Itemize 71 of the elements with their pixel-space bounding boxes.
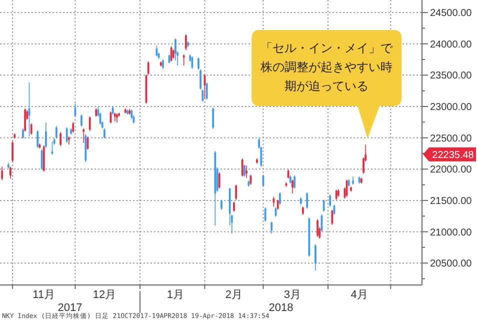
y-tick-label: 22000.00 (430, 164, 472, 176)
candlestick (172, 49, 174, 59)
candlestick (335, 189, 338, 200)
candlestick (162, 59, 164, 70)
candlestick (200, 69, 202, 90)
y-tick-label: 23000.00 (430, 102, 472, 113)
x-tick-label: 11月 (32, 289, 56, 301)
candlestick (202, 89, 204, 102)
candlestick (243, 164, 246, 178)
text: 2018 (268, 302, 294, 314)
candlestick (66, 126, 68, 144)
x-tick-label: 1月 (166, 289, 184, 301)
candlestick (198, 57, 200, 70)
candlestick (130, 109, 133, 120)
x-tick-label: 2月 (225, 289, 243, 301)
y-tick-label: 21500.00 (430, 196, 472, 207)
y-tick-label: 23500.00 (430, 70, 472, 82)
candlestick (182, 54, 185, 66)
candlestick (241, 158, 244, 178)
text: 2017 (58, 302, 82, 314)
candlestick (314, 244, 316, 271)
candlestick (1, 166, 4, 181)
candlestick (206, 82, 208, 100)
candlestick (22, 128, 24, 139)
candlestick (292, 179, 294, 194)
y-tick-label: 24000.00 (430, 39, 472, 50)
candlestick (80, 114, 82, 127)
candlestick (68, 136, 70, 145)
annotation: 「セル・イン・メイ」で株の調整が起きやすい時期が迫っている (260, 41, 394, 93)
candlestick (316, 218, 318, 238)
candlestick (264, 206, 266, 222)
candlestick (270, 221, 273, 234)
candlestick (235, 184, 238, 200)
candlestick (218, 172, 220, 189)
candlestick (45, 122, 47, 148)
candlestick (184, 34, 187, 51)
x-tick-label: 3月 (284, 289, 302, 301)
text: 22235.48 (432, 150, 474, 161)
x-tick-label: 12月 (92, 289, 116, 301)
y-tick-label: 24500.00 (430, 8, 472, 20)
y-tick-label: 22500.00 (430, 133, 472, 144)
candlestick (55, 126, 58, 139)
x-tick-label: 4月 (350, 289, 368, 301)
candlestick (246, 165, 248, 178)
candlestick (233, 201, 235, 212)
candlestick (12, 141, 14, 162)
candlestick (30, 122, 32, 136)
candlestick (116, 112, 118, 123)
candlestick (156, 45, 158, 57)
candlestick (104, 128, 106, 139)
candlestick (279, 192, 281, 206)
candlestick (82, 128, 85, 144)
candlestick (147, 60, 150, 75)
y-tick-label: 21000.00 (430, 227, 472, 238)
candlestick (10, 166, 12, 179)
candlestick (24, 108, 26, 132)
candlestick (276, 199, 279, 210)
candlestick (331, 209, 334, 226)
candlestick (60, 132, 62, 146)
candlestick (294, 174, 296, 189)
candlestick (329, 194, 332, 208)
candlestick (322, 199, 325, 212)
candlestick (72, 122, 74, 134)
candlestick (306, 192, 308, 209)
candlestick (272, 196, 275, 208)
candlestick (212, 107, 214, 130)
candlestick (36, 130, 39, 148)
candlestick (42, 144, 45, 172)
candlestick (88, 116, 91, 132)
y-tick-label: 20500.00 (430, 258, 472, 270)
candlestick (220, 199, 222, 210)
